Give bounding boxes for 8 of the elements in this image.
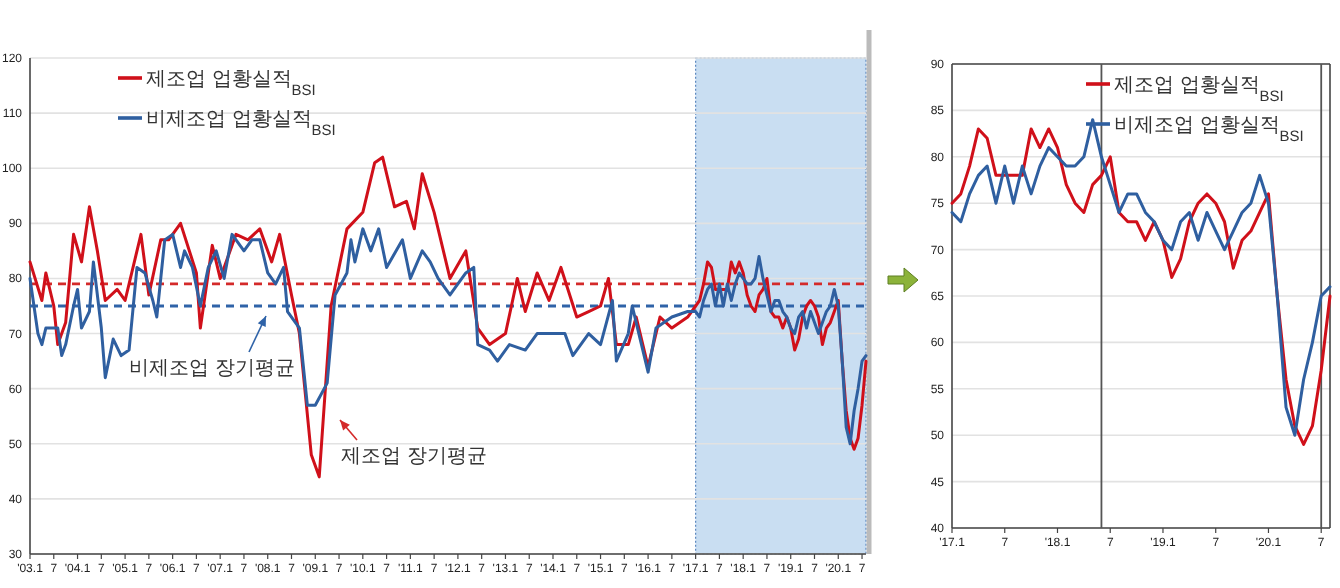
line-series [28, 155, 868, 479]
legend-label: 제조업 업황실적$_{BSI}$ [1114, 75, 1284, 104]
legend-label: 비제조업 업황실적$_{BSI}$ [146, 109, 336, 138]
line-series [28, 227, 868, 446]
annotation: 제조업 장기평균 [341, 446, 487, 468]
legend-label: 제조업 업황실적$_{BSI}$ [146, 69, 316, 98]
legend-label: 비제조업 업황실적$_{BSI}$ [1114, 115, 1304, 144]
annotation: 비제조업 장기평균 [129, 358, 295, 380]
